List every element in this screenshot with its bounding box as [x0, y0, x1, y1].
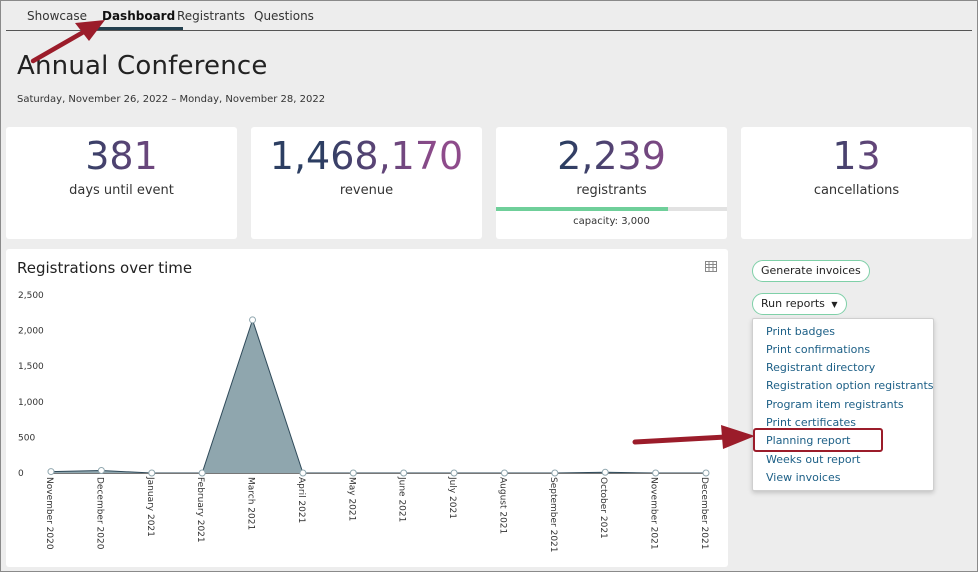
data-point — [249, 316, 257, 324]
data-point — [601, 468, 609, 476]
x-tick-label: December 2020 — [94, 477, 104, 550]
y-tick-label: 2,000 — [18, 327, 44, 337]
menu-item-print-confirmations[interactable]: Print confirmations — [766, 343, 871, 356]
x-tick-label: July 2021 — [447, 476, 457, 519]
y-tick-label: 1,500 — [18, 362, 44, 372]
tab-questions[interactable]: Questions — [254, 9, 314, 23]
menu-item-view-invoices[interactable]: View invoices — [766, 471, 841, 484]
menu-item-registrant-directory[interactable]: Registrant directory — [766, 361, 876, 374]
page-title: Annual Conference — [17, 51, 268, 81]
chart-title: Registrations over time — [17, 259, 193, 277]
stat-card-cancellations: 13 cancellations — [741, 127, 972, 239]
y-tick-label: 1,000 — [18, 398, 44, 408]
tab-bar: Showcase Dashboard Registrants Questions — [6, 1, 972, 31]
data-point — [97, 467, 105, 475]
x-tick-label: November 2021 — [649, 477, 659, 550]
stat-value: 13 — [741, 134, 972, 178]
menu-item-registration-option-registrants[interactable]: Registration option registrants — [766, 379, 934, 392]
data-point — [450, 469, 458, 477]
data-point — [349, 469, 357, 477]
menu-item-weeks-out-report[interactable]: Weeks out report — [766, 453, 861, 466]
menu-item-print-certificates[interactable]: Print certificates — [766, 416, 857, 429]
stat-label: cancellations — [813, 183, 900, 198]
capacity-progress-fill — [496, 207, 669, 211]
y-tick-label: 2,500 — [18, 291, 44, 301]
stat-value: 2,239 — [496, 134, 727, 178]
stat-card-registrants: 2,239 registrants capacity: 3,000 — [496, 127, 727, 239]
menu-item-planning-report[interactable]: Planning report — [766, 434, 851, 447]
event-date-range: Saturday, November 26, 2022 – Monday, No… — [17, 94, 326, 105]
x-tick-label: February 2021 — [195, 477, 205, 543]
series-area — [51, 319, 706, 473]
data-point — [652, 469, 660, 477]
stat-label: days until event — [69, 183, 174, 198]
run-reports-menu: Print badges Print confirmations Registr… — [752, 318, 934, 491]
x-tick-label: April 2021 — [296, 477, 306, 523]
x-tick-label: December 2021 — [699, 477, 709, 549]
x-tick-label: September 2021 — [548, 477, 558, 553]
data-point — [47, 468, 55, 476]
x-tick-label: November 2020 — [44, 477, 54, 550]
tab-showcase[interactable]: Showcase — [27, 9, 87, 23]
run-reports-label: Run reports — [761, 297, 825, 310]
stat-label: revenue — [339, 183, 394, 198]
generate-invoices-button[interactable]: Generate invoices — [752, 260, 870, 282]
registrations-chart: 2,500 2,000 1,500 1,000 500 0 November 2020 Dec… — [18, 291, 710, 553]
x-tick-label: October 2021 — [598, 477, 608, 539]
x-tick-label: June 2021 — [397, 476, 407, 522]
data-point — [299, 469, 307, 477]
x-tick-label: March 2021 — [246, 477, 256, 530]
stat-label: registrants — [576, 183, 647, 198]
table-view-icon[interactable] — [705, 261, 717, 272]
planning-report-highlight — [753, 428, 883, 452]
data-point — [400, 469, 408, 477]
menu-item-program-item-registrants[interactable]: Program item registrants — [766, 398, 904, 411]
stat-card-revenue: 1,468,170 revenue — [251, 127, 482, 239]
caret-down-icon: ▼ — [831, 300, 838, 309]
tab-registrants[interactable]: Registrants — [177, 9, 245, 23]
stat-card-days: 381 days until event — [6, 127, 237, 239]
menu-item-print-badges[interactable]: Print badges — [766, 325, 835, 338]
y-tick-label: 0 — [18, 469, 24, 479]
capacity-progress-bar — [496, 207, 727, 211]
data-point — [702, 469, 710, 477]
series-line — [50, 318, 706, 474]
data-point — [500, 469, 508, 477]
x-tick-label: May 2021 — [346, 477, 356, 521]
stat-value: 381 — [6, 134, 237, 178]
tab-dashboard[interactable]: Dashboard — [94, 9, 184, 30]
data-point — [198, 469, 206, 477]
stat-value: 1,468,170 — [251, 134, 482, 178]
data-point — [148, 469, 156, 477]
capacity-label: capacity: 3,000 — [573, 216, 650, 227]
x-tick-label: August 2021 — [497, 477, 507, 534]
registrations-chart-panel: 2,500 2,000 1,500 1,000 500 0 November 2020 Dec… — [6, 249, 728, 567]
data-point — [551, 469, 559, 477]
x-tick-label: January 2021 — [145, 476, 155, 537]
run-reports-button[interactable]: Run reports ▼ — [752, 293, 847, 315]
y-tick-label: 500 — [18, 433, 35, 443]
